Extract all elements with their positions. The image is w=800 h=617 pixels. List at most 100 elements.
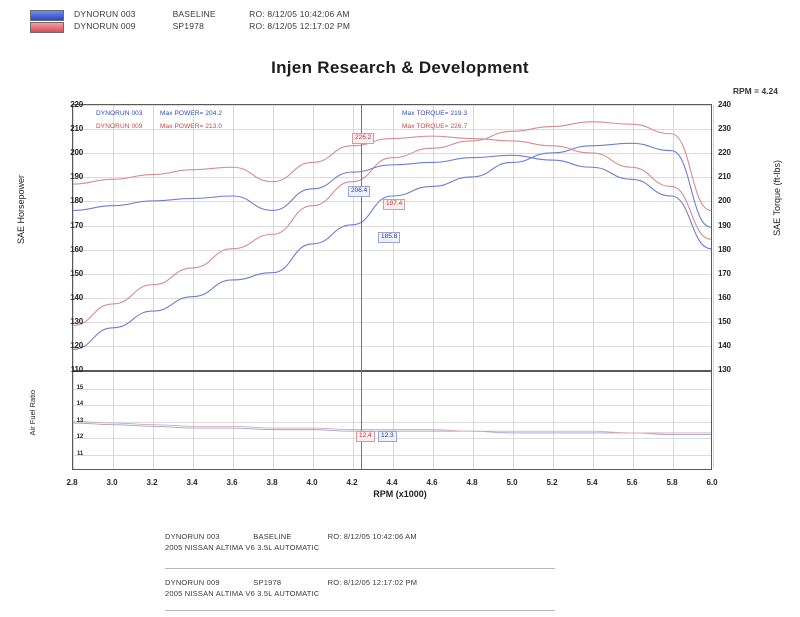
grid-line-vertical [313, 105, 314, 469]
caption-run-stamp: RO: 8/12/05 10:42:06 AM [327, 532, 417, 541]
grid-line-horizontal [73, 177, 711, 179]
grid-line-vertical [393, 105, 394, 469]
x-tick-label: 2.8 [66, 478, 78, 487]
grid-line-vertical [513, 105, 514, 469]
x-tick-label: 4.4 [386, 478, 398, 487]
caption-header: DYNORUN 003 BASELINE RO: 8/12/05 10:42:0… [165, 532, 417, 541]
cursor-line[interactable] [361, 105, 362, 469]
caption-divider [165, 568, 555, 569]
plot-annotation: DYNORUN 003 Max POWER= 204.2 [96, 110, 222, 117]
caption-run-stamp: RO: 8/12/05 12:17:02 PM [327, 578, 418, 587]
legend: DYNORUN 003 BASELINE RO: 8/12/05 10:42:0… [30, 8, 350, 33]
x-tick-label: 3.6 [226, 478, 238, 487]
chart-title: Injen Research & Development [271, 58, 529, 77]
caption-divider [165, 610, 555, 611]
grid-line-vertical [193, 105, 194, 469]
y-tick-label-right: 210 [718, 172, 731, 182]
data-callout[interactable]: 197.4 [383, 199, 406, 210]
plot-annotation: DYNORUN 009 Max POWER= 213.0 [96, 123, 222, 130]
legend-row-run-003: DYNORUN 003 BASELINE RO: 8/12/05 10:42:0… [74, 9, 350, 19]
y-tick-label-right: 140 [718, 340, 731, 350]
x-tick-label: 4.2 [346, 478, 358, 487]
caption-run-name: SP1978 [253, 578, 282, 587]
annotation-run-id: DYNORUN 003 [96, 110, 143, 117]
grid-line-vertical [473, 105, 474, 469]
x-tick-label: 5.4 [586, 478, 598, 487]
y-axis-title-left: SAE Horsepower [16, 175, 26, 245]
legend-swatch-run-009 [30, 22, 64, 33]
y-tick-label-right: 200 [718, 196, 731, 206]
grid-line-horizontal-afr [73, 388, 711, 390]
data-callout[interactable]: 206.4 [348, 186, 371, 197]
y-tick-label-right: 230 [718, 124, 731, 134]
grid-line-vertical [153, 105, 154, 469]
panel-divider [73, 370, 711, 372]
y-tick-label-afr: 11 [77, 450, 83, 457]
data-callout[interactable]: 12.3 [378, 431, 397, 442]
grid-line-vertical [353, 105, 354, 469]
grid-line-horizontal-afr [73, 421, 711, 423]
data-callout[interactable]: 185.8 [378, 232, 401, 243]
y-tick-label-left: 120 [70, 340, 83, 350]
plot-annotation: Max TORQUE= 219.3 [402, 110, 467, 117]
y-tick-label-afr: 12 [76, 434, 83, 440]
legend-run-name: BASELINE [172, 9, 216, 19]
caption-block-run-003: DYNORUN 003 BASELINE RO: 8/12/05 10:42:0… [165, 532, 417, 554]
grid-line-horizontal [73, 105, 711, 106]
y-tick-label-afr: 13 [76, 417, 83, 424]
legend-row-run-009: DYNORUN 009 SP1978 RO: 8/12/05 12:17:02 … [74, 21, 350, 31]
y-tick-label-right: 150 [718, 316, 731, 326]
y-tick-label-right: 160 [718, 292, 731, 302]
y-tick-label-right: 190 [718, 220, 731, 230]
legend-swatches [30, 8, 64, 33]
x-tick-label: 5.6 [626, 478, 638, 487]
y-tick-label-right: 170 [718, 268, 731, 278]
series-line [72, 420, 711, 434]
data-callout[interactable]: 226.2 [352, 133, 375, 144]
annotation-value: Max POWER= 204.2 [160, 110, 223, 117]
x-tick-label: 4.6 [426, 478, 438, 487]
grid-line-horizontal [73, 321, 711, 323]
series-line [72, 142, 712, 350]
grid-line-horizontal-afr [73, 405, 711, 406]
caption-run-name: BASELINE [253, 532, 292, 541]
caption-vehicle: 2005 NISSAN ALTIMA V6 3.5L AUTOMATIC [165, 589, 320, 598]
y-tick-label-left: 220 [70, 100, 83, 109]
caption-run-id: DYNORUN 009 [165, 578, 220, 587]
annotation-run-id: DYNORUN 009 [96, 123, 143, 130]
legend-run-stamp: RO: 8/12/05 10:42:06 AM [249, 9, 350, 19]
x-tick-label: 3.4 [186, 478, 198, 487]
grid-line-horizontal [73, 129, 711, 131]
legend-run-name: SP1978 [172, 21, 205, 31]
x-tick-label: 4.8 [466, 478, 478, 487]
caption-header: DYNORUN 009 SP1978 RO: 8/12/05 12:17:02 … [165, 578, 417, 587]
caption-vehicle: 2005 NISSAN ALTIMA V6 3.5L AUTOMATIC [165, 543, 320, 552]
y-tick-label-left: 170 [70, 220, 83, 230]
grid-line-vertical [593, 105, 594, 469]
grid-line-horizontal-afr [73, 454, 711, 456]
x-tick-label: 4.0 [306, 478, 318, 487]
y-tick-label-left: 180 [70, 196, 83, 206]
x-tick-label: 3.8 [266, 478, 278, 487]
y-tick-label-left: 130 [70, 316, 83, 326]
grid-line-vertical [233, 105, 234, 469]
annotation-value: Max TORQUE= 226.7 [402, 123, 468, 130]
grid-line-vertical [433, 105, 434, 469]
x-tick-label: 6.0 [706, 478, 718, 487]
data-callout[interactable]: 12.4 [356, 431, 375, 442]
legend-swatch-run-003 [30, 10, 64, 21]
x-tick-label: 3.2 [146, 478, 158, 487]
series-line [72, 154, 712, 250]
x-axis-title: RPM (x1000) [373, 489, 427, 499]
legend-run-stamp: RO: 8/12/05 12:17:02 PM [249, 21, 351, 31]
y-tick-label-afr: 15 [76, 384, 83, 391]
grid-line-vertical [633, 105, 634, 469]
x-tick-label: 3.0 [106, 478, 118, 487]
y-axis-title-right: SAE Torque (ft-lbs) [772, 160, 782, 236]
series-curves [72, 121, 712, 436]
x-tick-label: 5.0 [506, 478, 518, 487]
y-tick-label-right: 180 [718, 244, 731, 254]
caption-run-id: DYNORUN 003 [165, 532, 220, 541]
y-axis-title-afr: Air Fuel Ratio [28, 390, 37, 436]
y-tick-label-left: 110 [70, 365, 84, 374]
